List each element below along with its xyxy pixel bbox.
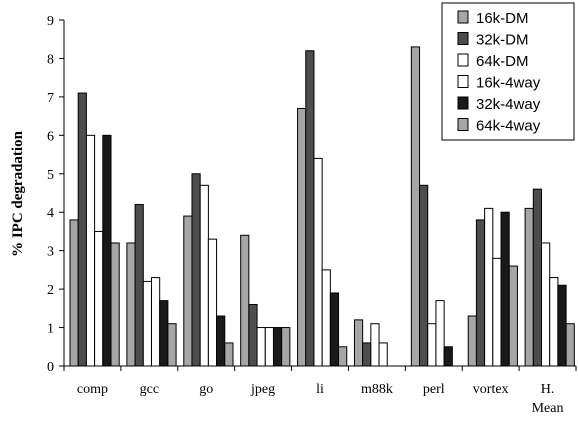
bar-32k-4way-hmean	[557, 284, 567, 367]
x-axis-tick-labels: comp gcc go jpeg li m88k perl vortex H. Mean	[77, 382, 564, 416]
axes	[63, 20, 577, 371]
bar-16k-dm-li	[297, 107, 307, 367]
y-tick-label: 3	[47, 245, 54, 260]
legend-swatch-32k-4way	[457, 96, 469, 110]
x-tick-label: li	[316, 382, 324, 397]
y-tick-label: 0	[47, 360, 54, 375]
bar-64k-dm-gcc	[142, 280, 152, 367]
bar-64k-4way-go	[224, 342, 234, 367]
bar-64k-dm-vortex	[484, 207, 494, 367]
legend: 16k-DM 32k-DM 64k-DM 16k-4way 32k-4way 64k-4w…	[441, 2, 575, 141]
legend-label-64k-dm: 64k-DM	[476, 53, 529, 70]
bar-16k-4way-li	[321, 269, 331, 367]
y-tick-label: 1	[47, 322, 54, 337]
x-tick-label: vortex	[473, 382, 509, 397]
legend-swatch-64k-dm	[457, 53, 469, 67]
x-tick-label: jpeg	[250, 382, 275, 397]
bar-64k-dm-perl	[427, 323, 437, 367]
y-tick-label: 8	[47, 52, 54, 67]
bar-64k-dm-li	[313, 157, 323, 367]
bar-64k-4way-vortex	[508, 265, 518, 367]
bar-16k-4way-hmean	[549, 277, 559, 367]
legend-swatch-32k-dm	[457, 32, 469, 45]
legend-swatch-16k-4way	[457, 75, 469, 88]
x-tick-label: perl	[423, 382, 445, 397]
bar-64k-dm-jpeg	[256, 327, 266, 367]
bar-16k-dm-go	[183, 215, 193, 367]
y-tick-label: 4	[47, 206, 54, 221]
bar-32k-dm-perl	[419, 184, 429, 367]
bar-16k-dm-hmean	[524, 207, 534, 367]
y-axis-title: % IPC degradation	[10, 130, 26, 256]
bar-32k-dm-jpeg	[248, 303, 258, 367]
legend-swatch-64k-4way	[457, 118, 469, 131]
bar-marks	[69, 46, 575, 367]
bar-16k-dm-perl	[410, 46, 421, 367]
bar-16k-dm-vortex	[467, 315, 477, 367]
bar-32k-4way-gcc	[159, 300, 169, 367]
bar-32k-dm-m88k	[362, 342, 372, 367]
legend-label-16k-4way: 16k-4way	[476, 75, 541, 92]
bar-64k-dm-comp	[85, 134, 96, 367]
bar-64k-dm-go	[199, 184, 209, 367]
bar-32k-dm-gcc	[134, 204, 144, 367]
bar-32k-dm-comp	[77, 92, 87, 367]
bar-16k-dm-m88k	[353, 319, 364, 367]
bar-32k-4way-li	[329, 292, 340, 367]
y-tick-label: 5	[47, 168, 54, 183]
bar-32k-dm-go	[191, 173, 201, 367]
bar-16k-dm-gcc	[126, 242, 136, 367]
x-tick-label: gcc	[140, 382, 159, 397]
y-tick-label: 9	[47, 14, 54, 29]
bar-16k-4way-go	[207, 238, 218, 367]
bar-32k-dm-hmean	[532, 188, 543, 367]
x-tick-label: comp	[77, 382, 108, 397]
bar-64k-4way-hmean	[565, 323, 575, 367]
bar-16k-4way-perl	[435, 300, 445, 367]
bar-16k-4way-jpeg	[264, 327, 274, 367]
x-tick-label: H. Mean	[532, 382, 564, 416]
bar-32k-dm-li	[305, 50, 315, 367]
y-axis-title-group: % IPC degradation	[10, 130, 26, 256]
bar-16k-dm-comp	[69, 219, 79, 367]
bar-16k-dm-jpeg	[240, 234, 250, 367]
legend-label-16k-dm: 16k-DM	[476, 10, 529, 27]
x-tick-label: m88k	[361, 382, 393, 397]
y-tick-label: 7	[47, 91, 54, 106]
bar-64k-4way-gcc	[167, 323, 177, 367]
bar-64k-dm-hmean	[541, 242, 551, 367]
legend-box	[441, 2, 575, 141]
x-tick-label: go	[199, 382, 213, 397]
bar-64k-4way-jpeg	[281, 327, 291, 367]
bar-32k-4way-comp	[102, 134, 112, 367]
bar-32k-4way-vortex	[500, 211, 510, 367]
y-tick-label: 2	[47, 283, 54, 298]
y-tick-label: 6	[47, 129, 54, 144]
legend-label-32k-4way: 32k-4way	[476, 96, 541, 113]
legend-label-32k-dm: 32k-DM	[476, 32, 529, 49]
bar-64k-4way-li	[338, 346, 348, 367]
bar-16k-4way-vortex	[492, 257, 502, 367]
bar-16k-4way-gcc	[150, 277, 161, 367]
bar-16k-4way-comp	[94, 230, 104, 367]
bar-16k-4way-m88k	[378, 342, 388, 367]
legend-swatch-16k-dm	[457, 10, 469, 24]
bar-32k-4way-go	[216, 315, 226, 367]
bar-32k-dm-vortex	[475, 219, 486, 367]
y-axis-ticks: 0 1 2 3 4 5 6 7 8 9	[47, 14, 64, 375]
bar-32k-4way-perl	[443, 346, 453, 367]
legend-label-64k-4way: 64k-4way	[476, 118, 541, 135]
bar-64k-dm-m88k	[370, 323, 380, 367]
bar-32k-4way-jpeg	[272, 327, 283, 367]
bar-64k-4way-comp	[110, 242, 120, 367]
